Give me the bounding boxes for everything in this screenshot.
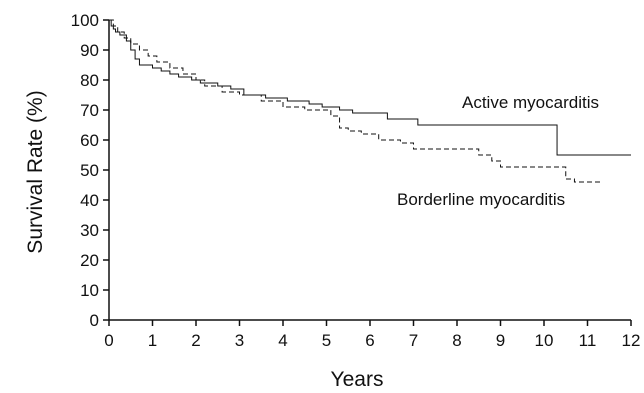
x-tick-label: 11 — [579, 331, 597, 350]
survival-curves — [109, 19, 631, 183]
y-tick-label: 50 — [80, 161, 99, 180]
x-tick-label: 8 — [452, 331, 461, 350]
x-tick-label: 5 — [322, 331, 331, 350]
borderline-myocarditis-curve — [109, 19, 601, 183]
x-tick-label: 10 — [535, 331, 554, 350]
x-tick-label: 6 — [365, 331, 374, 350]
chart-axes — [108, 20, 631, 321]
x-tick-label: 7 — [409, 331, 418, 350]
x-tick-label: 1 — [148, 331, 157, 350]
x-tick-label: 2 — [191, 331, 200, 350]
x-tick-label: 4 — [278, 331, 287, 350]
x-axis-ticks: 0 1 2 3 4 5 6 7 8 9 10 11 12 — [104, 320, 640, 350]
borderline-myocarditis-label: Borderline myocarditis — [397, 190, 565, 209]
y-tick-label: 30 — [80, 221, 99, 240]
active-myocarditis-label: Active myocarditis — [462, 93, 599, 112]
y-tick-label: 0 — [90, 311, 99, 330]
y-tick-label: 10 — [80, 281, 99, 300]
y-axis-ticks: 0 10 20 30 40 50 60 70 80 90 100 — [71, 11, 109, 330]
active-myocarditis-curve — [109, 19, 631, 156]
y-tick-label: 20 — [80, 251, 99, 270]
y-tick-label: 100 — [71, 11, 99, 30]
y-tick-label: 70 — [80, 101, 99, 120]
x-tick-label: 0 — [104, 331, 113, 350]
x-tick-label: 9 — [496, 331, 505, 350]
x-tick-label: 3 — [235, 331, 244, 350]
x-axis-label: Years — [331, 368, 384, 391]
y-tick-label: 80 — [80, 71, 99, 90]
y-tick-label: 60 — [80, 131, 99, 150]
y-axis-label: Survival Rate (%) — [24, 90, 47, 253]
y-tick-label: 90 — [80, 41, 99, 60]
y-tick-label: 40 — [80, 191, 99, 210]
x-tick-label: 12 — [622, 331, 641, 350]
